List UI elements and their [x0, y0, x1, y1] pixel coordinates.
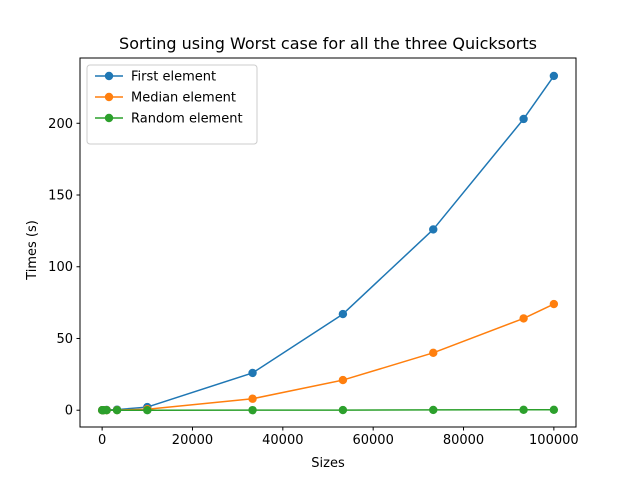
y-tick-label: 150	[48, 189, 73, 204]
y-tick-label: 100	[48, 260, 73, 275]
data-point	[550, 406, 558, 414]
data-point	[143, 406, 151, 414]
data-point	[519, 314, 527, 322]
data-point	[248, 406, 256, 414]
x-tick-label: 40000	[262, 433, 303, 448]
x-tick-label: 80000	[443, 433, 484, 448]
legend: First element Median element Random elemen…	[87, 65, 257, 144]
y-axis-label: Times (s)	[25, 220, 40, 281]
data-point	[102, 406, 110, 414]
data-point	[248, 369, 256, 377]
legend-label: First element	[131, 70, 216, 85]
y-tick-label: 50	[56, 332, 73, 347]
data-point	[339, 376, 347, 384]
x-axis-ticks: 0 20000 40000 60000 80000 100000	[98, 427, 579, 448]
x-tick-label: 0	[98, 433, 106, 448]
data-point	[519, 115, 527, 123]
x-axis-label: Sizes	[311, 456, 345, 471]
legend-marker	[105, 114, 113, 122]
data-point	[429, 406, 437, 414]
legend-marker	[105, 93, 113, 101]
legend-label: Median element	[131, 91, 236, 106]
x-tick-label: 20000	[172, 433, 213, 448]
data-point	[429, 349, 437, 357]
x-tick-label: 60000	[352, 433, 393, 448]
y-tick-label: 200	[48, 117, 73, 132]
data-point	[339, 406, 347, 414]
series-2	[98, 300, 558, 415]
series-line	[102, 304, 554, 410]
x-tick-label: 100000	[529, 433, 579, 448]
y-axis-ticks: 0 50 100 150 200	[48, 117, 80, 419]
legend-marker	[105, 72, 113, 80]
data-point	[429, 225, 437, 233]
data-point	[550, 300, 558, 308]
data-point	[113, 406, 121, 414]
data-point	[550, 72, 558, 80]
y-tick-label: 0	[65, 404, 73, 419]
data-point	[248, 395, 256, 403]
legend-label: Random element	[131, 112, 243, 127]
chart-title: Sorting using Worst case for all the thr…	[119, 34, 537, 53]
data-point	[339, 310, 347, 318]
data-point	[519, 406, 527, 414]
